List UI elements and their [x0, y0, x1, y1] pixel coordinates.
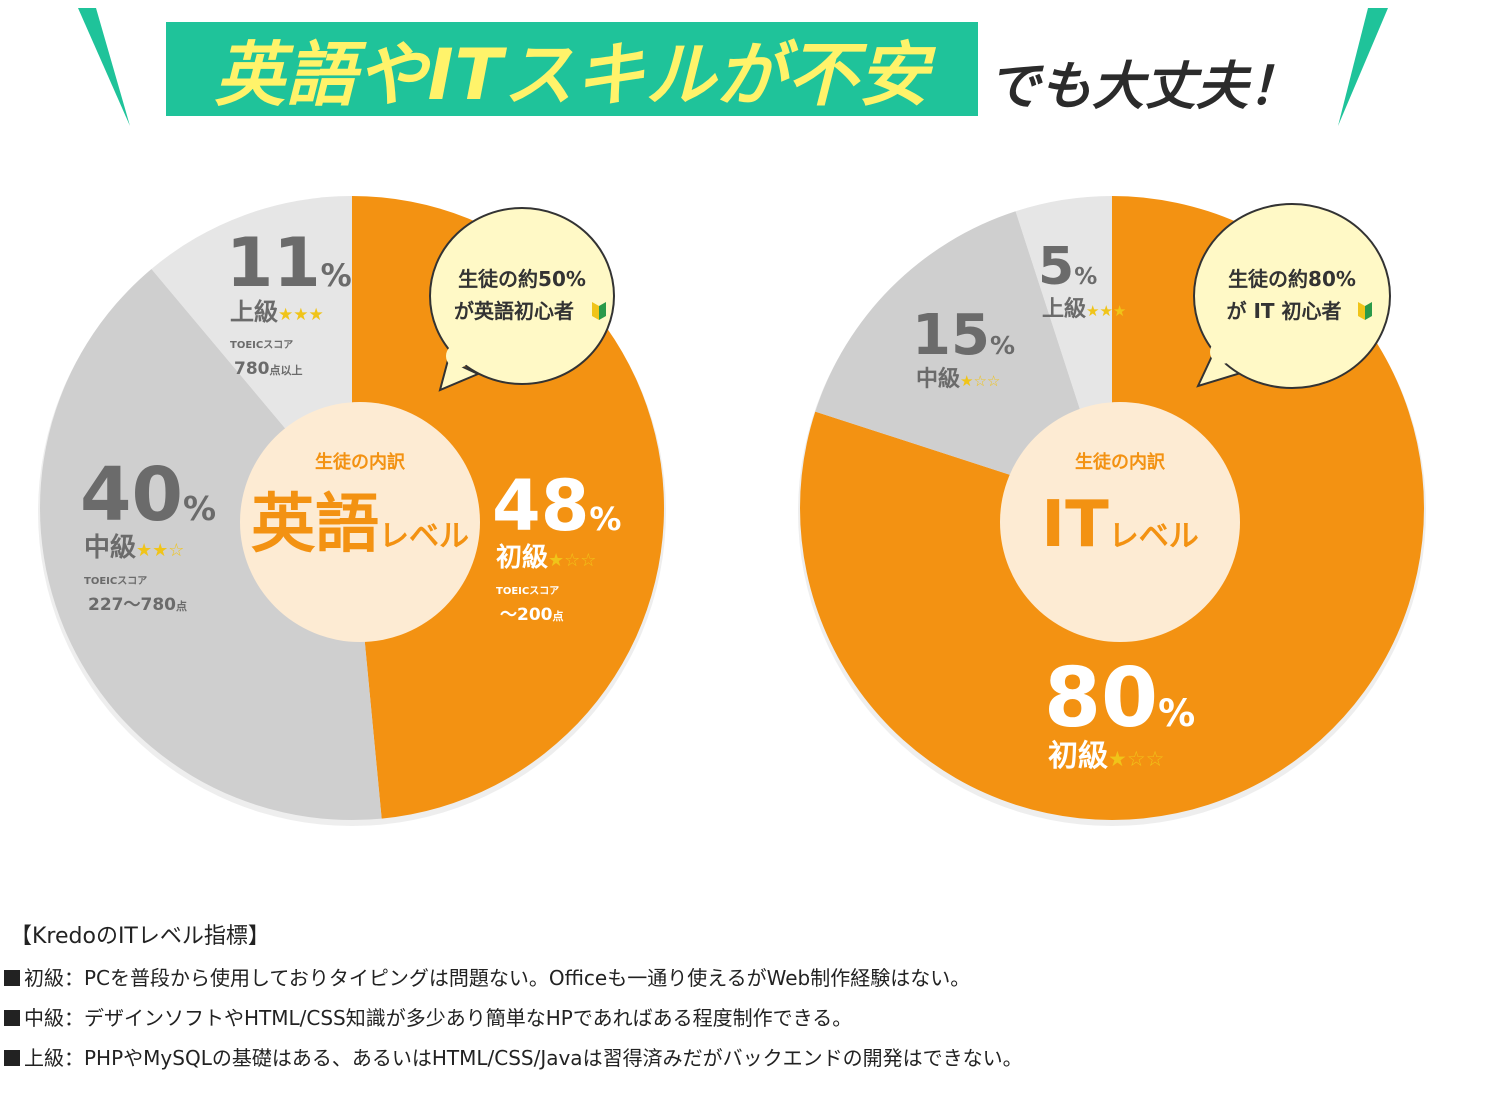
title-rest-text: でも大丈夫！	[988, 57, 1301, 117]
center-title-big: 英語	[251, 488, 379, 562]
pie-slice-2	[815, 211, 1112, 508]
percent-value: 48	[492, 465, 589, 547]
level-notes: 【KredoのITレベル指標】 初級：PCを普段から使用しておりタイピングは問題…	[4, 918, 1484, 1084]
square-bullet-icon	[4, 1010, 20, 1026]
percent-value: 15	[912, 303, 990, 368]
beginner-mark-icon	[592, 302, 606, 320]
score-unit: 点以上	[270, 363, 303, 377]
slice-percent-2: 15%	[912, 303, 1015, 368]
title-highlight-box: 英語やITスキルが不安	[166, 22, 978, 116]
toeic-score: 227～780点	[88, 595, 187, 615]
level-name: 初級	[1048, 739, 1108, 774]
speech-bubble	[1193, 203, 1391, 389]
percent-sign: %	[589, 500, 621, 538]
percent-sign: %	[1158, 692, 1195, 735]
bubble-line-2: が IT 初心者	[1226, 299, 1341, 323]
slice-level-2: 中級★☆☆	[916, 366, 1000, 392]
level-name: 上級	[1042, 296, 1086, 322]
center-title-small: レベル	[379, 519, 469, 554]
level-name: 中級	[84, 532, 136, 563]
note-line-beginner: 初級：PCを普段から使用しておりタイピングは問題ない。Officeも一通り使える…	[4, 964, 1484, 1004]
title-highlight-text: 英語やITスキルが不安	[214, 33, 930, 116]
percent-value: 5	[1038, 237, 1074, 297]
level-name: 初級	[496, 542, 548, 573]
score-value: 227～780	[88, 595, 176, 615]
percent-value: 80	[1044, 651, 1158, 746]
toeic-label: TOEICスコア	[496, 585, 559, 597]
score-value: 780	[234, 359, 270, 379]
stars-rating: ★☆☆	[960, 372, 1000, 390]
bubble-seam	[1210, 340, 1234, 364]
beginner-mark-icon	[1358, 302, 1372, 320]
center-circle	[1000, 402, 1240, 642]
percent-value: 40	[80, 452, 183, 538]
note-line-intermediate: 中級：デザインソフトやHTML/CSS知識が多少あり簡単なHPであればある程度制…	[4, 1004, 1484, 1044]
slice-percent-3: 11%	[226, 224, 352, 303]
center-title: ITレベル	[1041, 488, 1198, 562]
square-bullet-icon	[4, 1050, 20, 1066]
slice-level-3: 上級★★★	[1042, 296, 1126, 322]
slice-level-2: 中級★★☆	[84, 532, 184, 563]
pie-slice-2	[40, 268, 382, 820]
note-text: 中級：デザインソフトやHTML/CSS知識が多少あり簡単なHPであればある程度制…	[24, 1006, 853, 1030]
beginner-mark-green	[599, 302, 606, 320]
page-header: 英語やITスキルが不安 でも大丈夫！	[0, 0, 1488, 140]
percent-value: 11	[226, 224, 321, 303]
bubble-line-1: 生徒の約50%	[458, 267, 586, 291]
center-title-big: IT	[1041, 488, 1109, 562]
stars-rating: ★★☆	[136, 540, 184, 561]
beginner-mark-green	[1365, 302, 1372, 320]
slice-level-1: 初級★☆☆	[496, 542, 596, 573]
speech-bubble	[429, 207, 615, 385]
slice-percent-2: 40%	[80, 452, 216, 538]
bubble-tail	[438, 358, 481, 392]
slice-level-3: 上級★★★	[230, 298, 324, 326]
score-unit: 点	[553, 609, 564, 623]
toeic-label: TOEICスコア	[230, 339, 293, 351]
center-caption: 生徒の内訳	[1075, 451, 1166, 473]
percent-sign: %	[1074, 264, 1097, 290]
stars-rating: ★☆☆	[1108, 747, 1164, 771]
slice-level-1: 初級★☆☆	[1048, 739, 1164, 774]
slice-percent-3: 5%	[1038, 237, 1097, 297]
left-slash-decoration	[78, 8, 130, 126]
level-name: 上級	[230, 298, 278, 326]
score-value: ～200	[500, 605, 553, 625]
center-title-small: レベル	[1109, 519, 1199, 554]
pie-chart-2: 生徒の内訳ITレベル80%初級★☆☆15%中級★☆☆5%上級★★★生徒の約80%…	[798, 196, 1426, 826]
score-unit: 点	[176, 599, 187, 613]
percent-sign: %	[990, 331, 1015, 360]
stars-rating: ★★★	[1086, 302, 1126, 320]
center-title: 英語レベル	[251, 488, 469, 562]
center-caption: 生徒の内訳	[315, 451, 406, 473]
stars-rating: ★★★	[278, 305, 324, 325]
toeic-score: 780点以上	[234, 359, 303, 379]
note-line-advanced: 上級：PHPやMySQLの基礎はある、あるいはHTML/CSS/Javaは習得済…	[4, 1044, 1484, 1084]
right-slash-decoration	[1338, 8, 1388, 126]
beginner-mark-yellow	[1358, 302, 1365, 320]
percent-sign: %	[183, 489, 216, 528]
bubble-seam	[446, 344, 470, 368]
beginner-mark-yellow	[592, 302, 599, 320]
square-bullet-icon	[4, 970, 20, 986]
bubble-line-1: 生徒の約80%	[1228, 267, 1356, 291]
note-text: 初級：PCを普段から使用しておりタイピングは問題ない。Officeも一通り使える…	[24, 966, 971, 990]
toeic-label: TOEICスコア	[84, 575, 147, 587]
stars-rating: ★☆☆	[548, 550, 596, 571]
slice-percent-1: 48%	[492, 465, 621, 547]
percent-sign: %	[321, 258, 352, 294]
level-name: 中級	[916, 366, 960, 392]
toeic-score: ～200点	[500, 605, 564, 625]
notes-title: 【KredoのITレベル指標】	[10, 924, 270, 949]
bubble-line-2: が英語初心者	[454, 299, 574, 323]
center-circle	[240, 402, 480, 642]
note-text: 上級：PHPやMySQLの基礎はある、あるいはHTML/CSS/Javaは習得済…	[24, 1046, 1023, 1070]
slice-percent-1: 80%	[1044, 651, 1195, 746]
